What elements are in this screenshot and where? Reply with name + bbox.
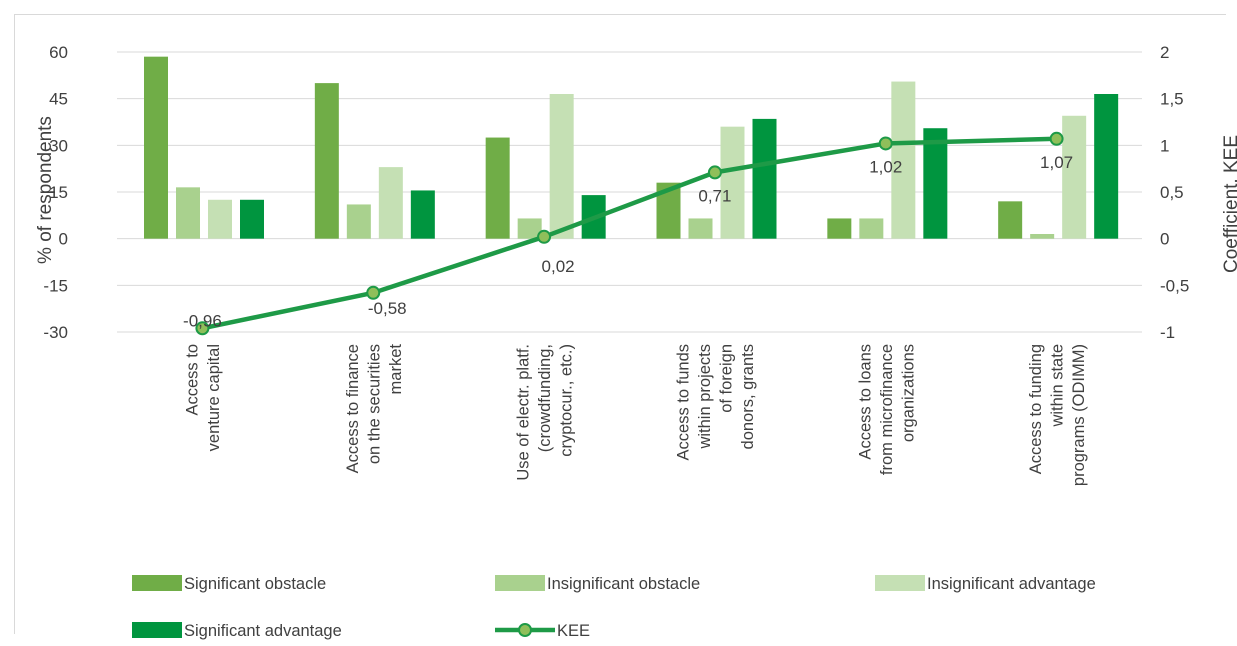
bar: [891, 81, 916, 239]
category-label-line: Use of electr. platf.: [515, 344, 533, 481]
y2-tick-label: -0,5: [1160, 276, 1189, 295]
category-label: Access to venture capital: [184, 344, 224, 451]
category-label-line: donors, grants: [739, 344, 757, 449]
kee-data-label: 1,07: [1040, 153, 1073, 172]
y2-tick-label: 1: [1160, 136, 1169, 155]
legend-swatch: [875, 575, 925, 591]
legend-swatch: [495, 575, 545, 591]
bar: [410, 190, 435, 239]
kee-data-label: -0,58: [368, 299, 407, 318]
bar: [314, 83, 339, 239]
category-label-line: within projects: [696, 344, 714, 450]
kee-marker: [537, 229, 552, 244]
bar: [208, 199, 232, 239]
category-label-line: Access to: [184, 344, 202, 416]
bar: [176, 187, 200, 239]
category-label-line: within state: [1049, 344, 1067, 428]
bar: [1030, 234, 1055, 239]
bar: [998, 201, 1023, 239]
category-label-line: organizations: [899, 344, 917, 442]
category-label: Access to funding within state programs (O…: [1027, 344, 1088, 486]
legend-label: KEE: [557, 622, 590, 640]
legend-line-marker: [518, 623, 532, 637]
category-label-line: venture capital: [205, 344, 223, 451]
category-label: Access to finance on the securities market: [344, 344, 405, 474]
bar: [1062, 115, 1087, 239]
y-tick-label: 60: [49, 43, 68, 62]
category-label: Access to loans from microfinance organiza…: [856, 344, 917, 475]
category-label: Access to funds within projects of foreign…: [675, 344, 758, 460]
legend-label: Significant obstacle: [184, 575, 326, 593]
kee-marker: [707, 165, 722, 180]
chart-frame: [14, 14, 1226, 634]
bar: [720, 126, 745, 239]
bar: [517, 218, 542, 239]
kee-data-label: 0,71: [698, 186, 731, 205]
y-tick-label: 15: [49, 183, 68, 202]
kee-marker: [366, 285, 381, 300]
y-tick-label: 0: [59, 230, 68, 249]
category-label-line: Access to finance: [344, 344, 362, 473]
category-label-line: of foreign: [718, 344, 736, 413]
kee-data-label: -0,96: [183, 311, 222, 330]
y-tick-label: 45: [49, 90, 68, 109]
y-tick-label: 30: [49, 136, 68, 155]
y2-tick-label: -1: [1160, 323, 1175, 342]
bar: [144, 56, 168, 239]
category-label-line: programs (ODIMM): [1070, 344, 1088, 486]
category-label-line: Access to funds: [675, 344, 693, 460]
y2-axis-title: Coefficient. KEE: [1221, 135, 1237, 273]
kee-marker: [195, 321, 210, 336]
category-label: Use of electr. platf. (crowdfunding, crypt…: [515, 344, 576, 481]
y-tick-label: -15: [43, 276, 68, 295]
category-label-line: Access to loans: [856, 344, 874, 460]
bar: [923, 128, 948, 239]
y2-tick-label: 1,5: [1160, 90, 1184, 109]
y2-tick-label: 2: [1160, 43, 1169, 62]
kee-line: [201, 136, 1057, 331]
kee-data-label: 0,02: [542, 257, 575, 276]
bar: [688, 218, 713, 239]
bar: [485, 137, 510, 239]
bar: [752, 118, 777, 239]
category-label-line: Access to funding: [1027, 344, 1045, 474]
kee-marker: [1049, 131, 1064, 146]
bar: [1094, 94, 1119, 239]
legend-swatch: [132, 575, 182, 591]
kee-marker: [878, 136, 893, 151]
kee-data-label: 1,02: [869, 157, 902, 176]
category-label-line: cryptocur., etc.): [558, 344, 576, 457]
bar: [378, 167, 403, 239]
y2-tick-label: 0,5: [1160, 183, 1184, 202]
category-label-line: (crowdfunding,: [536, 344, 554, 452]
legend-label: Significant advantage: [184, 622, 342, 640]
bar: [346, 204, 371, 239]
y-axis-title: % of respondents: [35, 116, 56, 264]
bar: [240, 199, 264, 239]
y2-tick-label: 0: [1160, 230, 1169, 249]
y-tick-label: -30: [43, 323, 68, 342]
bar: [827, 218, 852, 239]
legend-label: Insignificant obstacle: [547, 575, 700, 593]
legend-swatch: [132, 622, 182, 638]
category-label-line: market: [387, 344, 405, 395]
category-label-line: from microfinance: [878, 344, 896, 475]
bar: [859, 218, 884, 239]
bar: [549, 94, 574, 239]
legend-label: Insignificant advantage: [927, 575, 1096, 593]
category-label-line: on the securities: [365, 344, 383, 464]
